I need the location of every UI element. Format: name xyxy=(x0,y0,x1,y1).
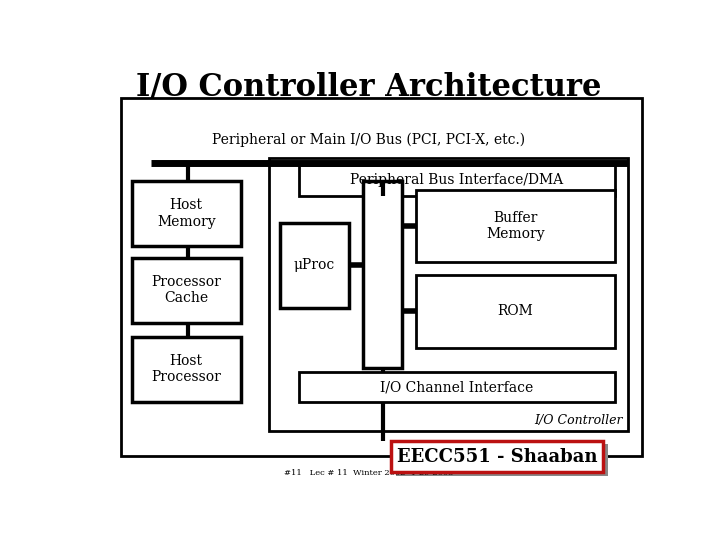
Text: ROM: ROM xyxy=(498,304,534,318)
Text: I/O Channel Interface: I/O Channel Interface xyxy=(380,380,534,394)
Text: Host
Processor: Host Processor xyxy=(151,354,221,384)
Bar xyxy=(392,441,603,472)
Bar xyxy=(121,98,642,456)
Bar xyxy=(300,165,615,196)
Bar xyxy=(280,223,349,308)
Bar xyxy=(396,444,608,476)
Text: Buffer
Memory: Buffer Memory xyxy=(486,211,545,241)
Bar xyxy=(132,181,240,246)
Text: Peripheral or Main I/O Bus (PCI, PCI-X, etc.): Peripheral or Main I/O Bus (PCI, PCI-X, … xyxy=(212,132,526,147)
Text: #11   Lec # 11  Winter 2002  1-29-2003: #11 Lec # 11 Winter 2002 1-29-2003 xyxy=(284,469,454,477)
Bar xyxy=(132,258,240,322)
Bar xyxy=(416,190,615,262)
Text: Host
Memory: Host Memory xyxy=(157,198,215,228)
Text: Peripheral Bus Interface/DMA: Peripheral Bus Interface/DMA xyxy=(351,173,564,187)
Bar xyxy=(364,181,402,368)
Text: I/O Controller Architecture: I/O Controller Architecture xyxy=(136,72,602,103)
Text: I/O Controller: I/O Controller xyxy=(534,414,623,427)
Text: Processor
Cache: Processor Cache xyxy=(151,275,221,306)
Bar xyxy=(269,158,629,431)
Bar xyxy=(300,373,615,402)
Text: EECC551 - Shaaban: EECC551 - Shaaban xyxy=(397,448,598,465)
Bar xyxy=(416,275,615,348)
Text: μProc: μProc xyxy=(294,259,336,272)
Bar xyxy=(132,337,240,402)
